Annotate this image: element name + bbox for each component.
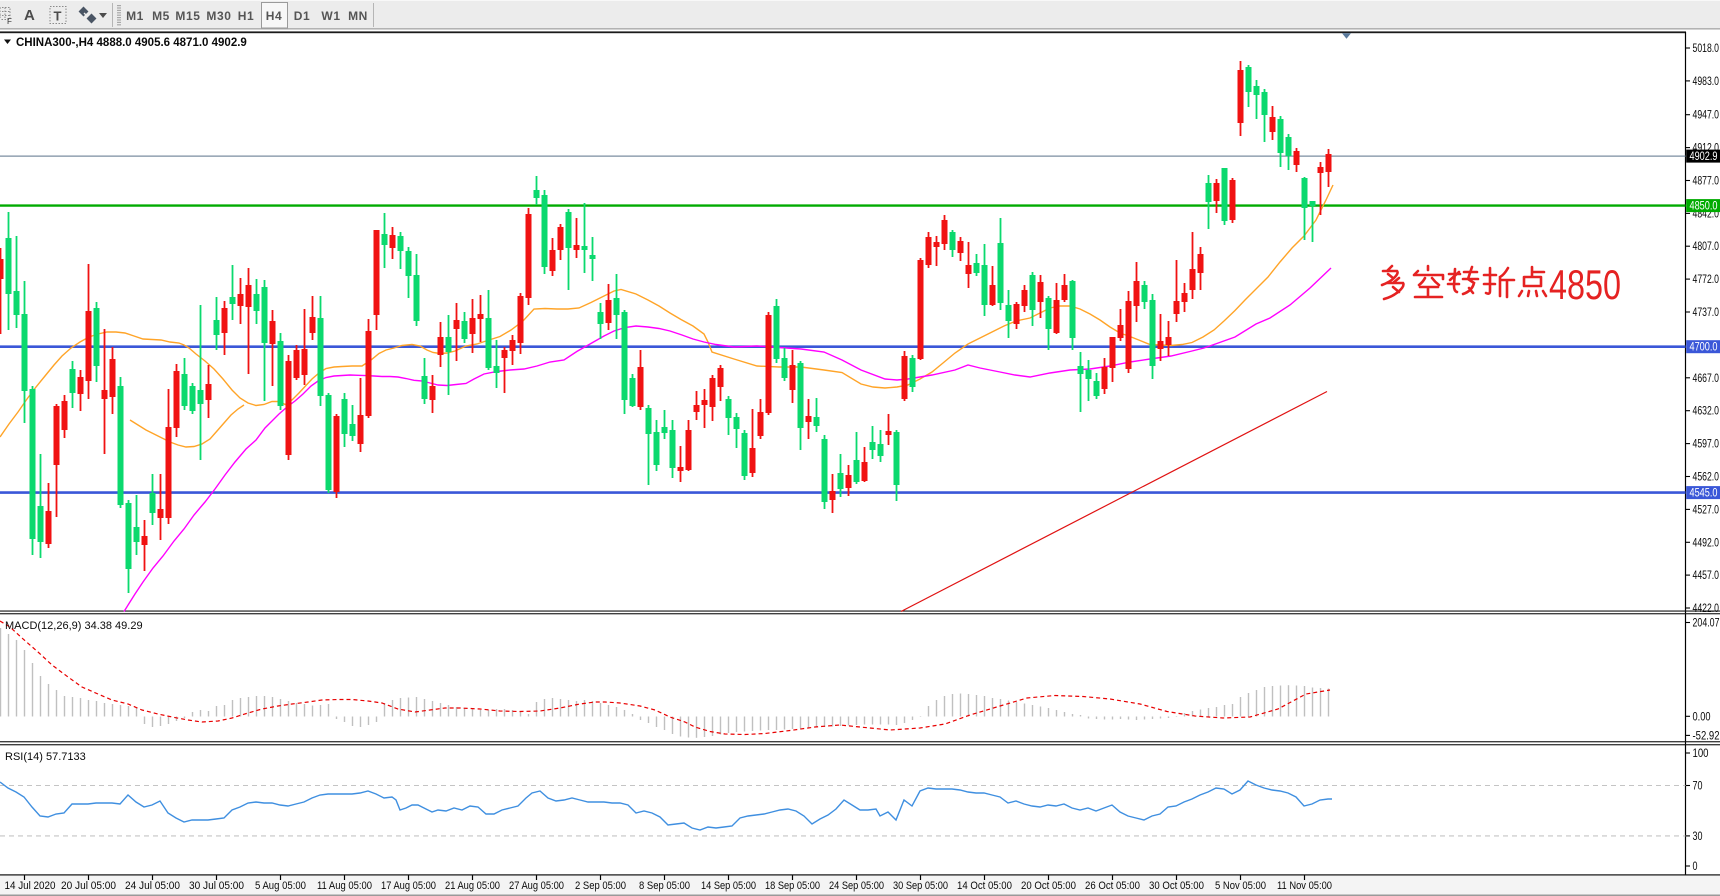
svg-text:0.00: 0.00 bbox=[1693, 711, 1711, 723]
svg-text:4947.0: 4947.0 bbox=[1693, 110, 1720, 122]
svg-text:H1: H1 bbox=[238, 9, 255, 23]
svg-text:4850: 4850 bbox=[1549, 261, 1621, 308]
svg-text:D1: D1 bbox=[294, 9, 311, 23]
svg-text:4545.0: 4545.0 bbox=[1690, 488, 1718, 500]
svg-text:100: 100 bbox=[1693, 748, 1709, 760]
svg-text:24 Jul 05:00: 24 Jul 05:00 bbox=[125, 880, 180, 892]
svg-text:11 Aug 05:00: 11 Aug 05:00 bbox=[317, 880, 372, 892]
svg-text:4667.0: 4667.0 bbox=[1693, 373, 1720, 385]
svg-text:A: A bbox=[24, 7, 35, 24]
svg-text:8 Sep 05:00: 8 Sep 05:00 bbox=[639, 880, 690, 892]
svg-text:20 Jul 05:00: 20 Jul 05:00 bbox=[61, 880, 116, 892]
svg-text:MN: MN bbox=[348, 9, 368, 23]
svg-text:14 Sep 05:00: 14 Sep 05:00 bbox=[701, 880, 756, 892]
svg-text:M1: M1 bbox=[126, 9, 144, 23]
svg-text:26 Oct 05:00: 26 Oct 05:00 bbox=[1085, 880, 1140, 892]
svg-text:4700.0: 4700.0 bbox=[1690, 342, 1718, 354]
svg-text:21 Aug 05:00: 21 Aug 05:00 bbox=[445, 880, 500, 892]
svg-text:4983.0: 4983.0 bbox=[1693, 76, 1720, 88]
svg-text:MACD(12,26,9) 34.38 49.29: MACD(12,26,9) 34.38 49.29 bbox=[5, 620, 143, 632]
svg-text:M5: M5 bbox=[152, 9, 170, 23]
svg-text:H4: H4 bbox=[266, 9, 283, 23]
svg-text:5 Nov 05:00: 5 Nov 05:00 bbox=[1215, 880, 1266, 892]
svg-text:4562.0: 4562.0 bbox=[1693, 472, 1720, 484]
svg-text:4422.0: 4422.0 bbox=[1693, 603, 1720, 615]
svg-text:4597.0: 4597.0 bbox=[1693, 439, 1720, 451]
svg-text:204.07: 204.07 bbox=[1693, 618, 1720, 630]
svg-text:4737.0: 4737.0 bbox=[1693, 307, 1720, 319]
svg-text:4877.0: 4877.0 bbox=[1693, 176, 1720, 188]
svg-text:4632.0: 4632.0 bbox=[1693, 406, 1720, 418]
svg-text:11 Nov 05:00: 11 Nov 05:00 bbox=[1277, 880, 1332, 892]
svg-text:4457.0: 4457.0 bbox=[1693, 570, 1720, 582]
svg-text:M30: M30 bbox=[206, 9, 231, 23]
svg-text:T: T bbox=[54, 9, 62, 24]
svg-text:4772.0: 4772.0 bbox=[1693, 274, 1720, 286]
svg-text:17 Aug 05:00: 17 Aug 05:00 bbox=[381, 880, 436, 892]
svg-text:0: 0 bbox=[1693, 861, 1698, 873]
svg-text:30 Oct 05:00: 30 Oct 05:00 bbox=[1149, 880, 1204, 892]
svg-text:30 Jul 05:00: 30 Jul 05:00 bbox=[189, 880, 244, 892]
svg-text:4807.0: 4807.0 bbox=[1693, 241, 1720, 253]
svg-text:4527.0: 4527.0 bbox=[1693, 504, 1720, 516]
svg-text:4902.9: 4902.9 bbox=[1690, 151, 1718, 163]
svg-text:30: 30 bbox=[1693, 831, 1703, 843]
svg-text:2 Sep 05:00: 2 Sep 05:00 bbox=[575, 880, 626, 892]
svg-text:4492.0: 4492.0 bbox=[1693, 537, 1720, 549]
svg-text:30 Sep 05:00: 30 Sep 05:00 bbox=[893, 880, 948, 892]
svg-text:CHINA300-,H4 4888.0 4905.6 48: CHINA300-,H4 4888.0 4905.6 4871.0 4902.9 bbox=[16, 37, 247, 49]
svg-text:5018.0: 5018.0 bbox=[1693, 43, 1720, 55]
svg-text:W1: W1 bbox=[321, 9, 340, 23]
svg-text:20 Oct 05:00: 20 Oct 05:00 bbox=[1021, 880, 1076, 892]
svg-text:-52.92: -52.92 bbox=[1693, 730, 1720, 742]
svg-text:M15: M15 bbox=[175, 9, 200, 23]
svg-text:F: F bbox=[7, 17, 12, 26]
svg-text:RSI(14) 57.7133: RSI(14) 57.7133 bbox=[5, 751, 86, 763]
svg-text:14 Oct 05:00: 14 Oct 05:00 bbox=[957, 880, 1012, 892]
svg-text:18 Sep 05:00: 18 Sep 05:00 bbox=[765, 880, 820, 892]
svg-text:24 Sep 05:00: 24 Sep 05:00 bbox=[829, 880, 884, 892]
svg-text:5 Aug 05:00: 5 Aug 05:00 bbox=[255, 880, 306, 892]
svg-text:27 Aug 05:00: 27 Aug 05:00 bbox=[509, 880, 564, 892]
svg-text:14 Jul 2020: 14 Jul 2020 bbox=[5, 880, 56, 892]
svg-text:70: 70 bbox=[1693, 781, 1703, 793]
svg-text:4850.0: 4850.0 bbox=[1690, 201, 1718, 213]
